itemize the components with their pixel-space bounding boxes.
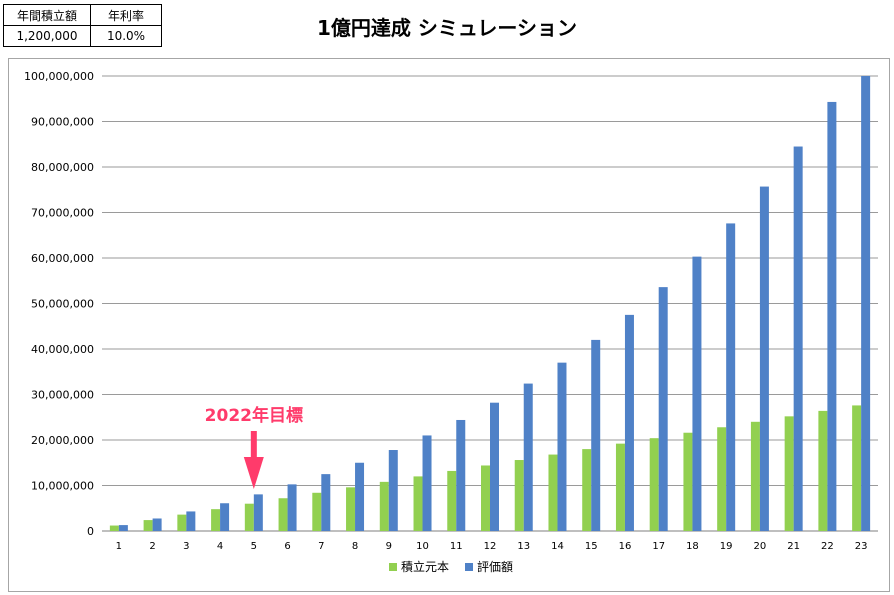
valuation-bar [726, 223, 736, 532]
page-title: 1億円達成 シミュレーション [316, 16, 578, 40]
principal-bar [177, 514, 187, 531]
annotation-arrow-shaft [250, 431, 257, 459]
y-tick-label: 80,000,000 [31, 161, 94, 174]
principal-bar [413, 476, 423, 531]
valuation-bar [692, 256, 702, 531]
principal-bar [649, 438, 659, 531]
valuation-bar [624, 314, 634, 531]
principal-bar [615, 443, 625, 531]
principal-bar [447, 470, 457, 531]
principal-bar [717, 427, 727, 531]
valuation-bar [186, 511, 196, 531]
valuation-bar [220, 503, 230, 531]
y-tick-label: 70,000,000 [31, 207, 94, 220]
valuation-bar [793, 146, 803, 531]
x-tick-label: 8 [352, 541, 358, 552]
x-tick-label: 1 [116, 541, 122, 552]
x-tick-label: 17 [652, 541, 665, 552]
valuation-bar [388, 450, 398, 531]
valuation-bar [658, 287, 668, 531]
valuation-bar [490, 402, 499, 531]
legend-label-principal: 積立元本 [401, 559, 449, 574]
principal-bar [244, 503, 254, 531]
principal-bar [109, 525, 119, 531]
principal-bar [784, 416, 794, 531]
principal-bar [278, 498, 288, 531]
valuation-bar [759, 186, 769, 531]
valuation-bar [827, 101, 837, 531]
principal-bar [582, 449, 592, 531]
x-tick-label: 11 [450, 541, 463, 552]
principal-bar [818, 410, 828, 531]
chart-area: 0 10,000,000 20,000,000 30,000,000 40,000,00… [8, 58, 890, 592]
valuation-bar [557, 362, 567, 531]
annual-contribution-value: 1,200,000 [3, 25, 91, 47]
y-tick-label: 90,000,000 [31, 116, 94, 129]
x-tick-label: 18 [686, 541, 699, 552]
y-tick-label: 0 [87, 525, 94, 538]
y-tick-label: 30,000,000 [31, 389, 94, 402]
x-tick-label: 21 [787, 541, 800, 552]
valuation-bar [355, 462, 365, 531]
valuation-bar [253, 494, 263, 531]
valuation-bar [591, 339, 601, 531]
annual-rate-value: 10.0% [90, 25, 162, 47]
principal-bar [852, 405, 862, 531]
y-tick-label: 10,000,000 [31, 480, 94, 493]
x-tick-label: 14 [551, 541, 564, 552]
x-tick-label: 22 [821, 541, 834, 552]
x-tick-label: 20 [754, 541, 767, 552]
x-tick-label: 6 [284, 541, 290, 552]
valuation-bar [152, 518, 162, 531]
x-tick-label: 16 [619, 541, 632, 552]
x-tick-label: 4 [217, 541, 223, 552]
legend-swatch-valuation [465, 563, 473, 571]
x-tick-label: 23 [855, 541, 868, 552]
y-tick-label: 50,000,000 [31, 298, 94, 311]
valuation-bar [861, 76, 871, 531]
principal-bar [481, 465, 490, 531]
valuation-bar [456, 419, 466, 531]
x-tick-label: 5 [251, 541, 257, 552]
annotation-label: 2022年目標 [205, 405, 303, 426]
valuation-bar [523, 383, 533, 531]
x-tick-label: 15 [585, 541, 598, 552]
parameter-table: 年間積立額 年利率 1,200,000 10.0% [3, 4, 162, 47]
y-tick-label: 40,000,000 [31, 343, 94, 356]
legend-label-valuation: 評価額 [477, 559, 513, 574]
x-tick-label: 10 [416, 541, 429, 552]
x-tick-label: 13 [517, 541, 530, 552]
x-tick-label: 12 [484, 541, 497, 552]
legend-swatch-principal [389, 563, 397, 571]
principal-bar [211, 509, 221, 531]
valuation-bar [321, 474, 331, 531]
principal-bar [750, 421, 760, 531]
y-tick-label: 20,000,000 [31, 434, 94, 447]
y-tick-label: 60,000,000 [31, 252, 94, 265]
x-tick-label: 7 [318, 541, 324, 552]
principal-bar [346, 487, 356, 531]
x-tick-label: 2 [149, 541, 155, 552]
valuation-bar [118, 525, 128, 531]
principal-bar [143, 520, 153, 531]
principal-bar [514, 460, 524, 531]
valuation-bar [287, 484, 297, 531]
principal-bar [379, 481, 389, 531]
principal-bar [312, 492, 322, 531]
bar-chart: 0 10,000,000 20,000,000 30,000,000 40,000,00… [24, 70, 878, 574]
valuation-bar [422, 435, 432, 531]
x-tick-label: 3 [183, 541, 189, 552]
x-tick-label: 19 [720, 541, 733, 552]
principal-bar [548, 454, 558, 531]
x-tick-label: 9 [386, 541, 392, 552]
annotation-arrow-head [243, 457, 264, 489]
y-tick-label: 100,000,000 [24, 70, 94, 83]
principal-bar [683, 432, 693, 531]
